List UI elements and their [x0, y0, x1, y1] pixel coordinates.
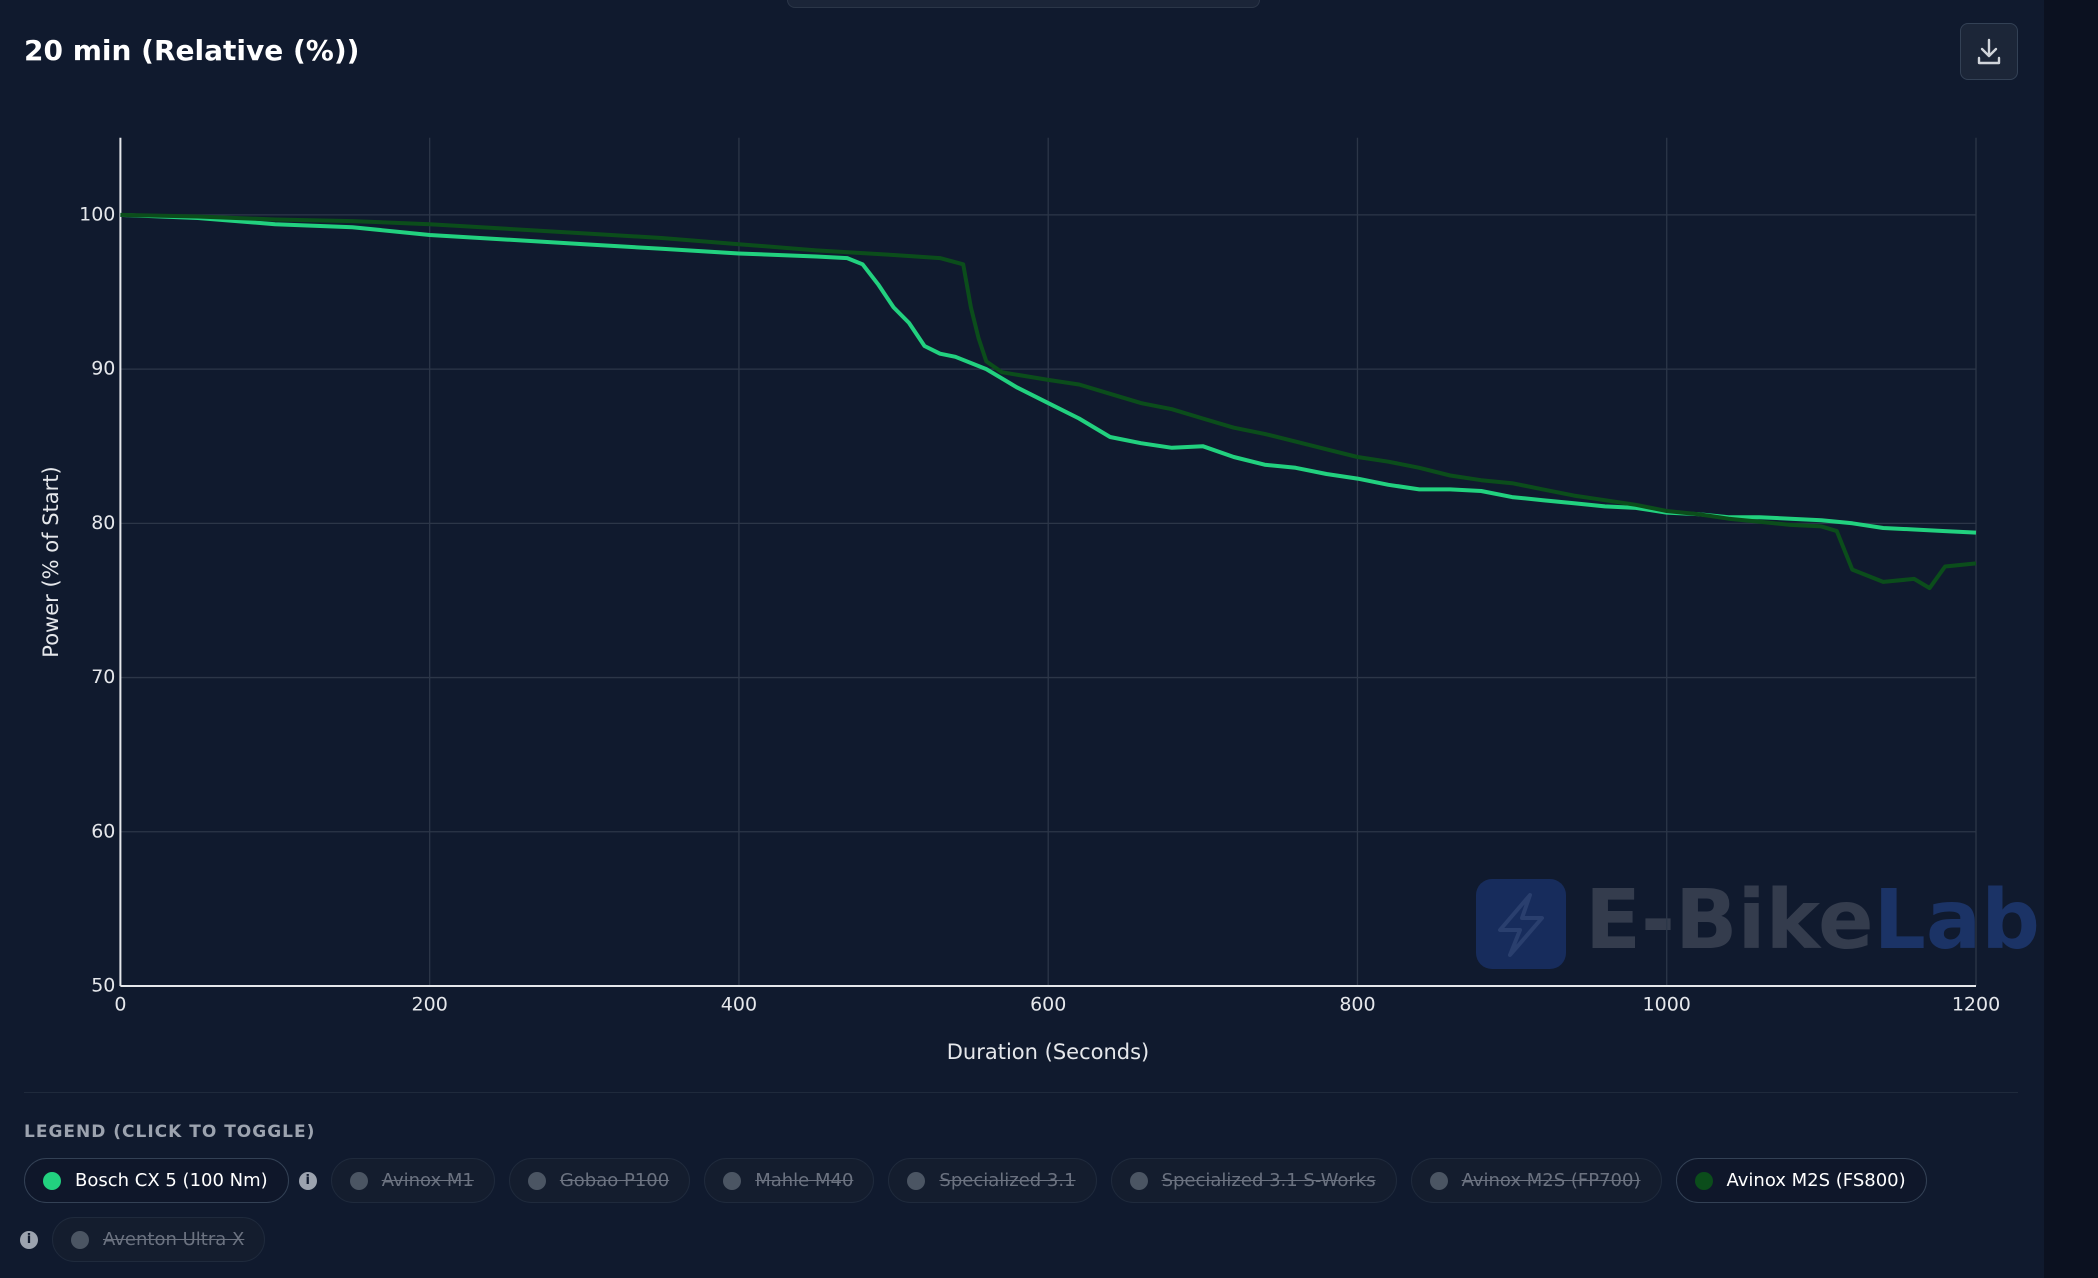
legend-item[interactable]: Aventon Ultra X [52, 1217, 266, 1262]
download-button[interactable] [1960, 23, 2018, 80]
chart-card: 20 min (Relative (%)) Power (% of Start)… [0, 0, 2044, 1278]
y-tick-label: 80 [91, 512, 115, 534]
watermark: E-BikeLab [1585, 873, 2040, 968]
legend-label: Mahle M40 [755, 1170, 854, 1191]
legend-label: Avinox M1 [381, 1170, 474, 1191]
chart-title: 20 min (Relative (%)) [24, 34, 360, 67]
legend: Bosch CX 5 (100 Nm) i Avinox M1 Gobao P100 M… [20, 1158, 1944, 1262]
legend-swatch [527, 1171, 546, 1190]
legend-item[interactable]: Mahle M40 [704, 1158, 875, 1203]
legend-label: Aventon Ultra X [103, 1229, 245, 1250]
separator [24, 1092, 2018, 1093]
legend-item[interactable]: Specialized 3.1 S-Works [1110, 1158, 1397, 1203]
legend-item[interactable]: Specialized 3.1 [888, 1158, 1097, 1203]
download-icon [1977, 38, 2001, 65]
y-tick-label: 60 [91, 820, 115, 842]
chart: Power (% of Start) Duration (Seconds) E-… [39, 137, 2040, 1064]
legend-swatch [43, 1171, 61, 1190]
watermark-prefix: E-Bike [1585, 873, 1874, 968]
y-tick-label: 50 [91, 975, 115, 997]
y-tick-label: 100 [79, 203, 115, 225]
watermark-logo [1476, 879, 1566, 969]
legend-item[interactable]: Gobao P100 [508, 1158, 691, 1203]
legend-item[interactable]: Bosch CX 5 (100 Nm) [24, 1158, 289, 1203]
y-tick-label: 90 [91, 358, 115, 380]
x-tick-label: 400 [721, 994, 757, 1016]
x-tick-label: 0 [114, 994, 126, 1016]
y-tick-label: 70 [91, 666, 115, 688]
info-icon[interactable]: i [20, 1230, 38, 1249]
legend-label: Specialized 3.1 [939, 1170, 1076, 1191]
legend-label: Gobao P100 [559, 1170, 670, 1191]
legend-label: Avinox M2S (FP700) [1461, 1170, 1641, 1191]
x-tick-label: 200 [412, 994, 448, 1016]
watermark-bolt [1498, 893, 1544, 957]
legend-item[interactable]: Avinox M1 [330, 1158, 495, 1203]
legend-label: Specialized 3.1 S-Works [1161, 1170, 1376, 1191]
legend-item[interactable]: Avinox M2S (FP700) [1410, 1158, 1662, 1203]
legend-swatch [1429, 1171, 1448, 1190]
x-tick-label: 800 [1339, 994, 1375, 1016]
legend-title: LEGEND (CLICK TO TOGGLE) [24, 1122, 316, 1142]
legend-swatch [349, 1171, 368, 1190]
legend-swatch [1694, 1171, 1713, 1190]
y-axis-title: Power (% of Start) [39, 466, 63, 657]
x-tick-label: 600 [1030, 994, 1066, 1016]
legend-swatch [1129, 1171, 1148, 1190]
watermark-suffix: Lab [1874, 873, 2040, 968]
x-tick-label: 1000 [1643, 994, 1691, 1016]
x-axis-title: Duration (Seconds) [947, 1040, 1150, 1064]
legend-swatch [907, 1171, 926, 1190]
x-tick-label: 1200 [1952, 994, 2000, 1016]
legend-label: Bosch CX 5 (100 Nm) [75, 1170, 268, 1191]
info-icon[interactable]: i [298, 1171, 317, 1190]
legend-label: Avinox M2S (FS800) [1726, 1170, 1906, 1191]
legend-swatch [71, 1230, 89, 1249]
data-line [120, 212, 1977, 591]
legend-swatch [723, 1171, 742, 1190]
legend-item[interactable]: Avinox M2S (FS800) [1675, 1158, 1927, 1203]
